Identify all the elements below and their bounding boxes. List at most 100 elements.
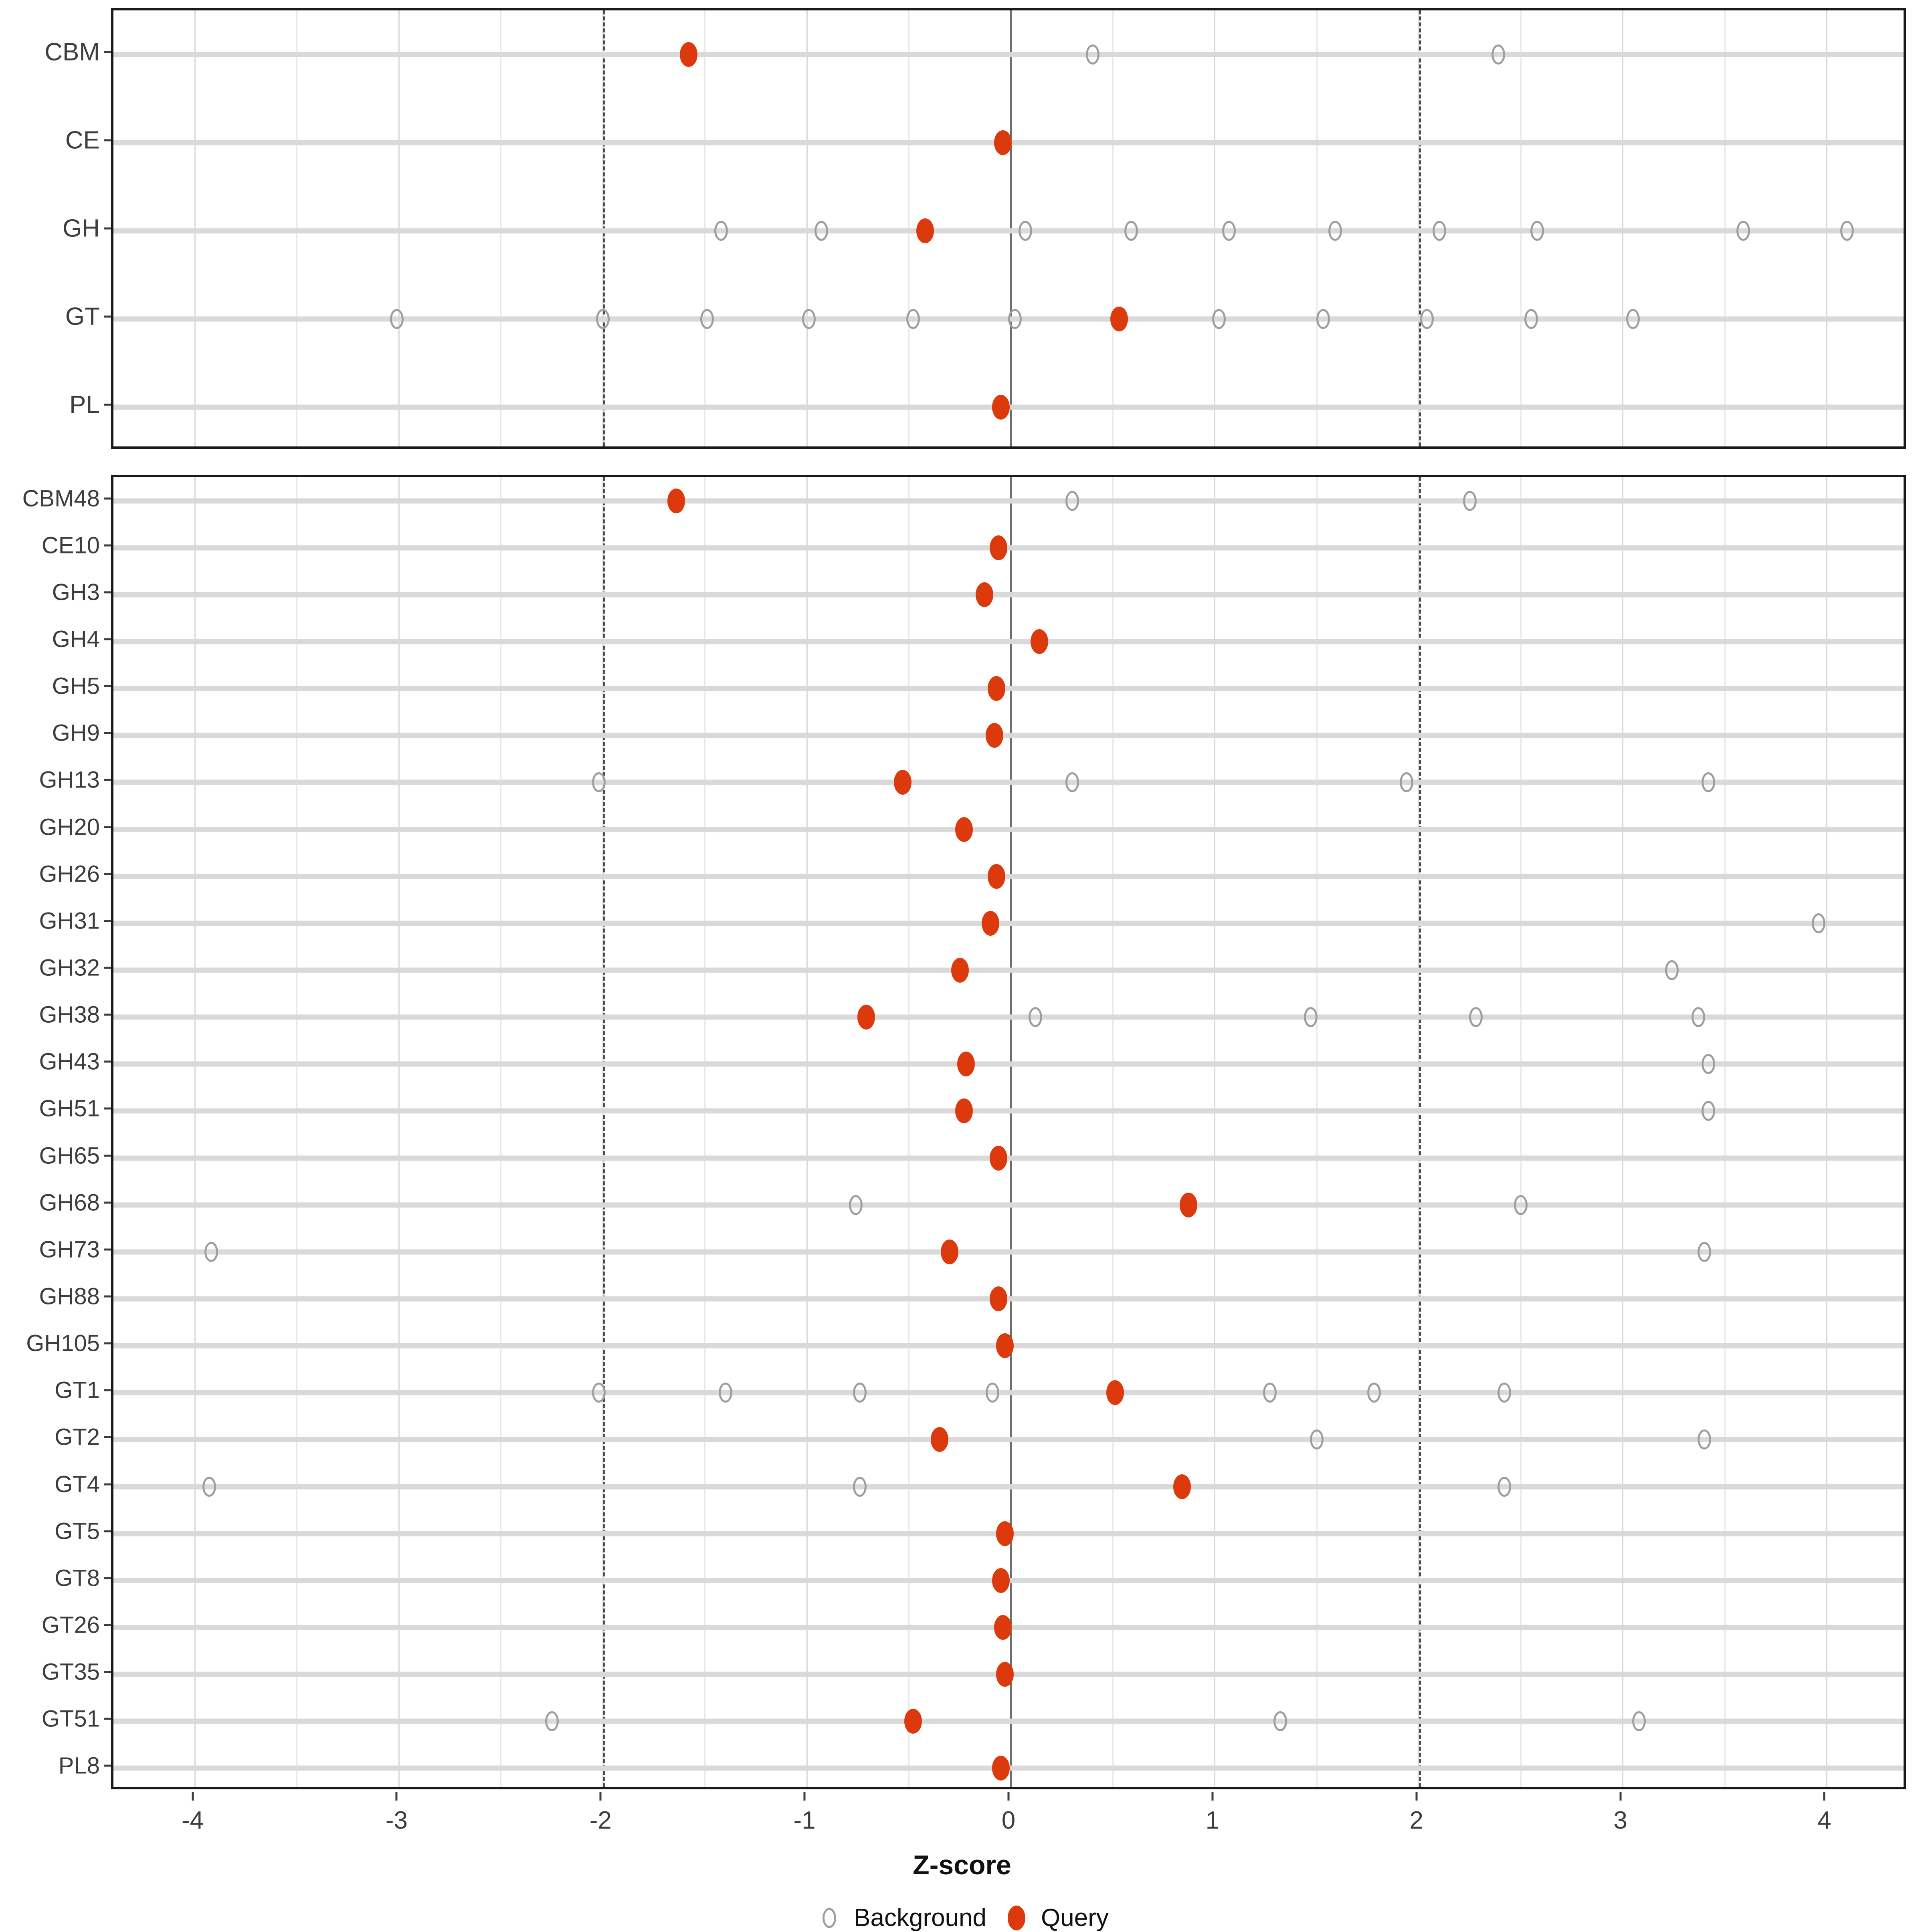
x-axis-tick-0 xyxy=(1007,1792,1010,1801)
background-point xyxy=(1018,221,1032,241)
query-point xyxy=(1106,1380,1124,1405)
x-axis-tick-label: -4 xyxy=(181,1807,204,1834)
x-axis-tick-neg2 xyxy=(599,1792,602,1801)
category-row-line xyxy=(113,967,1904,973)
legend-item-query[interactable]: Query xyxy=(1002,1904,1109,1932)
query-point xyxy=(990,535,1008,560)
open-circle-icon xyxy=(823,1908,837,1928)
y-axis-tick xyxy=(104,1530,111,1532)
y-axis-label-GT1: GT1 xyxy=(55,1377,100,1403)
query-point xyxy=(996,1333,1014,1359)
category-row-line xyxy=(113,498,1904,504)
query-point xyxy=(904,1709,922,1734)
query-point xyxy=(1110,307,1128,331)
background-point xyxy=(1698,1242,1712,1262)
legend-item-background[interactable]: Background xyxy=(815,1904,986,1932)
x-axis-tick-neg4 xyxy=(192,1792,194,1801)
cazyme-family-panel xyxy=(111,475,1906,1789)
legend-marker-icon xyxy=(1002,1904,1031,1932)
y-axis-tick xyxy=(104,1060,111,1063)
query-point xyxy=(894,770,912,795)
background-point xyxy=(1626,309,1640,329)
background-point xyxy=(906,309,920,329)
background-point xyxy=(714,221,728,241)
y-axis-tick xyxy=(104,873,111,875)
category-row-line xyxy=(113,1202,1904,1208)
category-row-line xyxy=(113,921,1904,926)
background-point xyxy=(986,1383,1000,1403)
background-point xyxy=(1498,1383,1512,1403)
y-axis-tick xyxy=(104,1248,111,1251)
y-axis-label-GH105: GH105 xyxy=(26,1330,100,1357)
y-axis-tick xyxy=(104,1013,111,1016)
y-axis-label-GH26: GH26 xyxy=(39,861,100,887)
y-axis-tick xyxy=(104,1201,111,1204)
y-axis-tick xyxy=(104,544,111,547)
y-axis-tick xyxy=(104,1483,111,1486)
cazyme-class-plot-area xyxy=(113,10,1904,446)
query-point xyxy=(916,218,934,243)
background-point xyxy=(1008,309,1022,329)
query-point xyxy=(975,582,993,607)
background-point xyxy=(1124,221,1138,241)
background-point xyxy=(1432,221,1446,241)
y-axis-label-GH13: GH13 xyxy=(39,767,100,793)
legend-label: Query xyxy=(1041,1904,1109,1932)
y-axis-tick xyxy=(104,1764,111,1767)
background-point xyxy=(1212,309,1226,329)
y-axis-label-GH43: GH43 xyxy=(39,1048,100,1075)
query-point xyxy=(988,676,1006,701)
category-row-line xyxy=(113,1155,1904,1161)
x-axis-title: Z-score xyxy=(913,1850,1011,1880)
background-point xyxy=(1514,1195,1528,1215)
y-axis-label-CBM: CBM xyxy=(44,38,100,66)
x-axis-tick-2 xyxy=(1415,1792,1418,1801)
x-axis-tick-neg3 xyxy=(395,1792,398,1801)
y-axis-tick xyxy=(104,1155,111,1157)
category-row-line xyxy=(113,1108,1904,1114)
category-row-line xyxy=(113,1061,1904,1067)
background-point xyxy=(1702,1101,1716,1121)
y-axis-tick xyxy=(104,826,111,828)
y-axis-tick xyxy=(104,779,111,781)
y-axis-tick xyxy=(104,1577,111,1579)
y-axis-label-GT2: GT2 xyxy=(55,1424,100,1450)
background-point xyxy=(1316,309,1330,329)
y-axis-tick xyxy=(104,685,111,687)
query-point xyxy=(955,817,973,842)
minor-gridline xyxy=(296,477,298,1787)
category-row-line xyxy=(113,1437,1904,1442)
query-point xyxy=(1173,1474,1191,1499)
x-axis-tick-label: 2 xyxy=(1409,1807,1423,1834)
background-point xyxy=(1085,44,1099,65)
y-axis-tick xyxy=(104,638,111,640)
x-axis-tick-label: 0 xyxy=(1001,1807,1016,1834)
y-axis-tick xyxy=(104,51,111,53)
query-point xyxy=(857,1005,875,1030)
cazyme-class-panel xyxy=(111,8,1906,449)
y-axis-tick xyxy=(104,920,111,922)
y-axis-label-GH88: GH88 xyxy=(39,1283,100,1310)
query-point xyxy=(930,1427,948,1452)
query-point xyxy=(982,910,1000,936)
y-axis-tick xyxy=(104,1342,111,1345)
gridline-1 xyxy=(1214,477,1216,1787)
y-axis-tick xyxy=(104,315,111,318)
gridline-neg3 xyxy=(398,477,400,1787)
y-axis-label-GH73: GH73 xyxy=(39,1236,100,1263)
query-point xyxy=(955,1098,973,1124)
x-axis-tick-label: -1 xyxy=(793,1807,816,1834)
x-axis-tick-label: 1 xyxy=(1205,1807,1220,1834)
zero-reference-line xyxy=(1010,477,1012,1787)
background-point xyxy=(1691,1007,1705,1028)
query-point xyxy=(996,1662,1014,1687)
query-point xyxy=(941,1239,959,1264)
significance-line--2 xyxy=(603,477,605,1787)
filled-circle-icon xyxy=(1008,1905,1026,1930)
minor-gridline xyxy=(908,477,910,1787)
x-axis-tick-label: -2 xyxy=(589,1807,612,1834)
category-row-line xyxy=(113,827,1904,832)
minor-gridline xyxy=(500,477,502,1787)
query-point xyxy=(951,958,969,983)
